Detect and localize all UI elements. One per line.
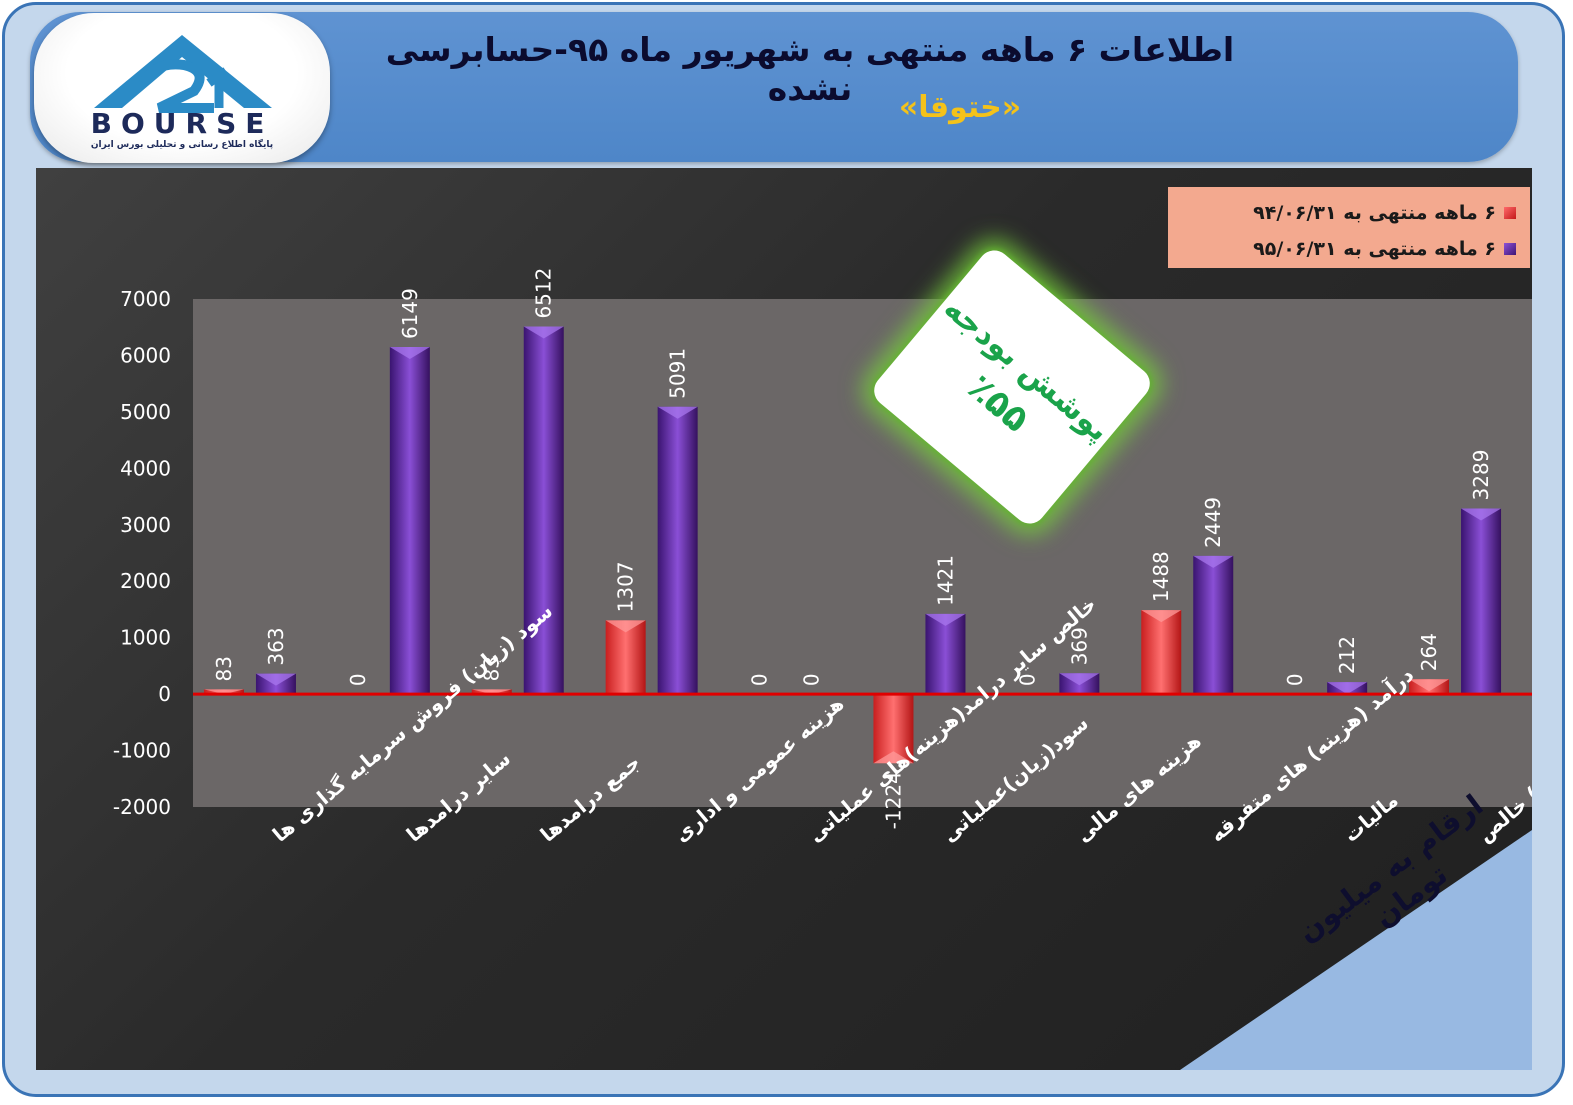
bar-series2 xyxy=(657,406,698,695)
bar-series2 xyxy=(1461,508,1502,695)
legend-item-series2: ۶ ماهه منتهی به ۹۵/۰۶/۳۱ xyxy=(1168,231,1516,267)
bar-series1 xyxy=(1141,610,1182,695)
bar-cap-series2 xyxy=(1193,555,1234,568)
y-tick-label: 4000 xyxy=(120,456,171,480)
bar-cap-series2 xyxy=(523,326,564,339)
data-label-series2: 3289 xyxy=(1469,450,1493,501)
bar-cap-series2 xyxy=(1327,682,1368,695)
data-label-series2: 369 xyxy=(1067,627,1091,665)
data-label-series1: 83 xyxy=(212,656,236,681)
y-tick-label: 2000 xyxy=(120,569,171,593)
data-label-series1: 83 xyxy=(480,656,504,681)
legend-item-series1: ۶ ماهه منتهی به ۹۴/۰۶/۳۱ xyxy=(1168,195,1516,231)
legend-swatch-series2 xyxy=(1504,243,1516,255)
company-symbol: «ختوقا» xyxy=(898,90,1022,125)
data-label-series2: 1421 xyxy=(933,555,957,606)
bourse-logo: BOURSE پایگاه اطلاع رسانی و تحلیلی بورس … xyxy=(34,13,330,163)
data-label-series2: 363 xyxy=(264,627,288,665)
legend-swatch-series1 xyxy=(1504,207,1516,219)
data-label-series2: 6149 xyxy=(398,288,422,339)
y-tick-label: -1000 xyxy=(113,739,171,763)
y-tick-label: 0 xyxy=(158,682,171,706)
y-tick-label: 1000 xyxy=(120,626,171,650)
bar-cap-series2 xyxy=(1461,508,1502,521)
y-tick-label: 6000 xyxy=(120,343,171,367)
y-tick-label: 3000 xyxy=(120,513,171,537)
bar-cap-series2 xyxy=(255,673,296,686)
data-label-series1: 1307 xyxy=(614,561,638,612)
bar-cap-series1 xyxy=(471,689,512,695)
legend-label-series2: ۶ ماهه منتهی به ۹۵/۰۶/۳۱ xyxy=(1253,238,1496,260)
data-label-series2: 212 xyxy=(1335,636,1359,674)
data-label-series1: 0 xyxy=(1283,673,1307,686)
logo-text: BOURSE xyxy=(91,107,274,140)
data-label-series2: 6512 xyxy=(532,268,556,319)
bar-chart: 7000 6000 5000 4000 3000 2000 1000 0 -1000 -2000 8… xyxy=(113,268,1532,847)
data-label-series1: -1224 xyxy=(881,771,905,829)
bar-cap-series2 xyxy=(925,613,966,626)
data-label-series1: 264 xyxy=(1417,633,1441,671)
logo-graphic: BOURSE پایگاه اطلاع رسانی و تحلیلی بورس … xyxy=(91,35,274,150)
y-tick-label: -2000 xyxy=(113,795,171,819)
logo-caption: پایگاه اطلاع رسانی و تحلیلی بورس ایران xyxy=(91,138,273,150)
y-tick-label: 7000 xyxy=(120,287,171,311)
bar-series2 xyxy=(925,613,966,695)
bar-series2 xyxy=(1193,555,1234,695)
bar-series2 xyxy=(523,326,564,695)
data-label-series1: 0 xyxy=(1015,673,1039,686)
bar-series1 xyxy=(605,620,646,695)
data-label-series2: 0 xyxy=(800,673,824,686)
bar-cap-series1 xyxy=(1141,610,1182,623)
legend-label-series1: ۶ ماهه منتهی به ۹۴/۰۶/۳۱ xyxy=(1253,202,1496,224)
bar-cap-series2 xyxy=(657,406,698,419)
bar-cap-series2 xyxy=(389,347,430,360)
bar-cap-series1 xyxy=(605,620,646,633)
bar-cap-series1 xyxy=(1409,679,1450,692)
bar-cap-series1 xyxy=(203,689,244,695)
data-label-series2: 5091 xyxy=(666,348,690,399)
data-label-series2: 2449 xyxy=(1201,497,1225,548)
page-title: اطلاعات ۶ ماهه منتهی به شهریور ماه ۹۵-حس… xyxy=(385,30,1235,108)
data-label-series1: 0 xyxy=(748,673,772,686)
bar-cap-series1 xyxy=(873,751,914,764)
data-label-series1: 1488 xyxy=(1149,551,1173,602)
data-label-series1: 0 xyxy=(346,673,370,686)
chart-legend: ۶ ماهه منتهی به ۹۴/۰۶/۳۱ ۶ ماهه منتهی به… xyxy=(1168,187,1530,268)
bar-cap-series2 xyxy=(1059,673,1100,686)
bar-series2 xyxy=(389,347,430,695)
y-tick-label: 5000 xyxy=(120,400,171,424)
